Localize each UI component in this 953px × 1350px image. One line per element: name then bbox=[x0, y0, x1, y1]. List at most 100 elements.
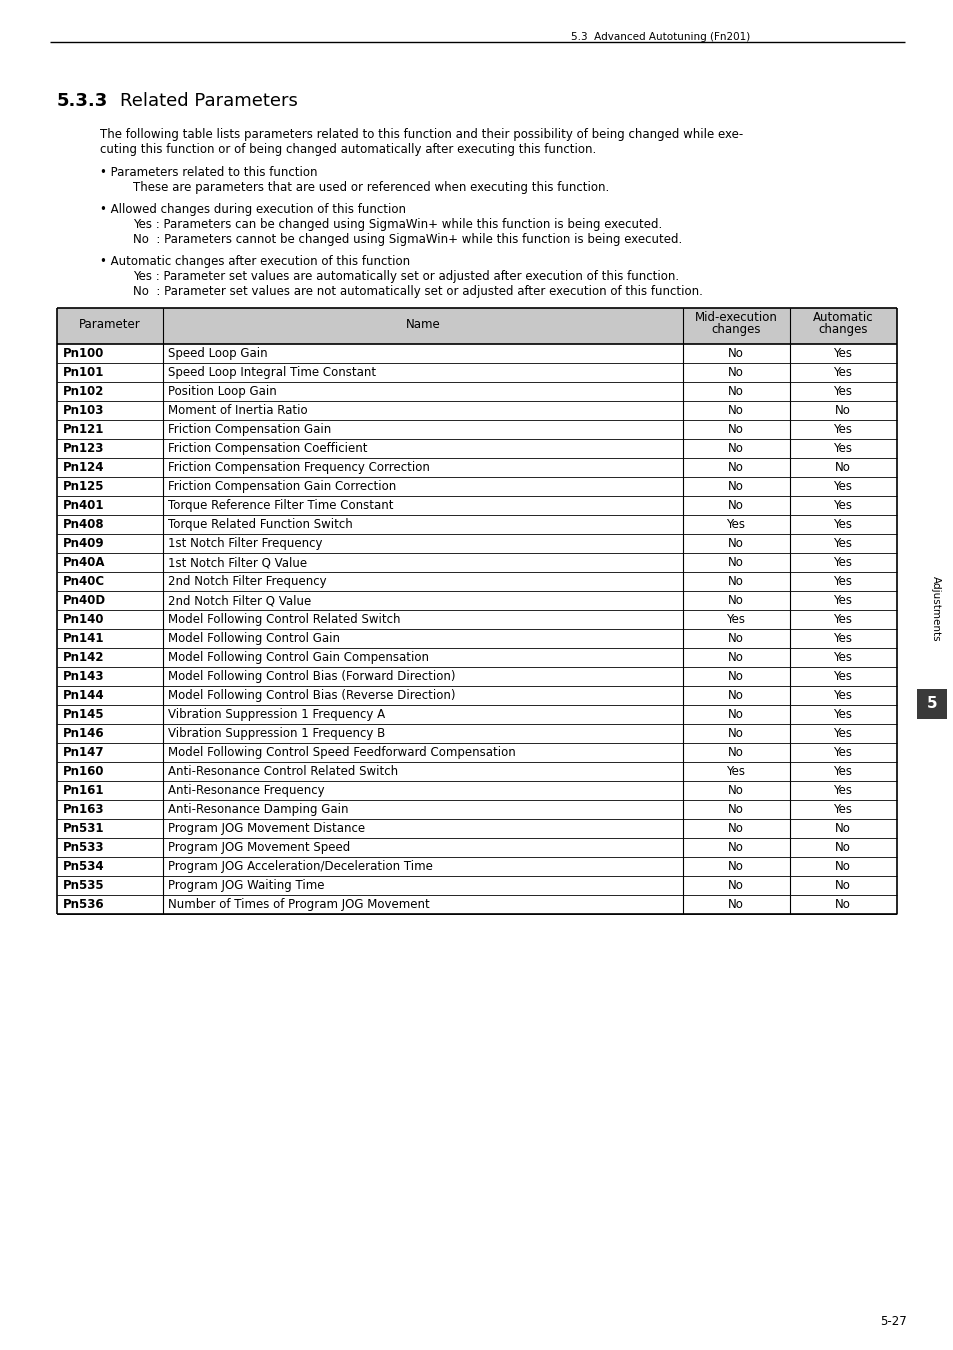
Text: No: No bbox=[727, 481, 743, 493]
Text: Yes: Yes bbox=[833, 651, 852, 664]
Text: No: No bbox=[834, 841, 850, 855]
Text: Pn101: Pn101 bbox=[63, 366, 104, 379]
Text: 1st Notch Filter Q Value: 1st Notch Filter Q Value bbox=[168, 556, 307, 568]
Text: Pn534: Pn534 bbox=[63, 860, 105, 873]
Text: Pn160: Pn160 bbox=[63, 765, 105, 778]
Text: Torque Related Function Switch: Torque Related Function Switch bbox=[168, 518, 353, 531]
Text: • Parameters related to this function: • Parameters related to this function bbox=[100, 166, 317, 180]
Text: Yes : Parameters can be changed using SigmaWin+ while this function is being exe: Yes : Parameters can be changed using Si… bbox=[132, 217, 661, 231]
Text: No: No bbox=[727, 879, 743, 892]
Text: Related Parameters: Related Parameters bbox=[120, 92, 297, 109]
Text: Yes: Yes bbox=[833, 385, 852, 398]
Text: No: No bbox=[834, 822, 850, 836]
Text: No: No bbox=[727, 385, 743, 398]
Text: Yes: Yes bbox=[833, 707, 852, 721]
Text: 5.3  Advanced Autotuning (Fn201): 5.3 Advanced Autotuning (Fn201) bbox=[570, 32, 749, 42]
Text: Yes: Yes bbox=[833, 518, 852, 531]
Text: Pn40D: Pn40D bbox=[63, 594, 106, 608]
Text: Pn141: Pn141 bbox=[63, 632, 105, 645]
Text: Pn140: Pn140 bbox=[63, 613, 105, 626]
Text: No  : Parameter set values are not automatically set or adjusted after execution: No : Parameter set values are not automa… bbox=[132, 285, 702, 298]
Text: changes: changes bbox=[818, 323, 867, 336]
Text: Parameter: Parameter bbox=[79, 319, 141, 331]
Text: No: No bbox=[727, 670, 743, 683]
Text: Yes: Yes bbox=[833, 575, 852, 589]
Text: No: No bbox=[834, 879, 850, 892]
Text: No: No bbox=[727, 651, 743, 664]
Text: No: No bbox=[834, 404, 850, 417]
Text: Friction Compensation Gain: Friction Compensation Gain bbox=[168, 423, 331, 436]
Text: No: No bbox=[727, 366, 743, 379]
Text: changes: changes bbox=[711, 323, 760, 336]
Text: Pn142: Pn142 bbox=[63, 651, 105, 664]
Text: • Automatic changes after execution of this function: • Automatic changes after execution of t… bbox=[100, 255, 410, 269]
Text: Pn401: Pn401 bbox=[63, 500, 105, 512]
Text: Yes: Yes bbox=[833, 670, 852, 683]
Text: cuting this function or of being changed automatically after executing this func: cuting this function or of being changed… bbox=[100, 143, 596, 157]
Text: No: No bbox=[727, 803, 743, 815]
Text: No: No bbox=[727, 537, 743, 549]
Text: Number of Times of Program JOG Movement: Number of Times of Program JOG Movement bbox=[168, 898, 429, 911]
Text: Moment of Inertia Ratio: Moment of Inertia Ratio bbox=[168, 404, 307, 417]
Text: Speed Loop Gain: Speed Loop Gain bbox=[168, 347, 268, 360]
Text: Yes: Yes bbox=[833, 803, 852, 815]
Text: Pn123: Pn123 bbox=[63, 441, 104, 455]
Text: Yes: Yes bbox=[833, 423, 852, 436]
Text: Torque Reference Filter Time Constant: Torque Reference Filter Time Constant bbox=[168, 500, 393, 512]
Text: No: No bbox=[727, 404, 743, 417]
Text: Pn145: Pn145 bbox=[63, 707, 105, 721]
Text: Pn163: Pn163 bbox=[63, 803, 105, 815]
Text: Automatic: Automatic bbox=[812, 310, 872, 324]
Text: No: No bbox=[727, 707, 743, 721]
Text: Friction Compensation Coefficient: Friction Compensation Coefficient bbox=[168, 441, 367, 455]
Text: Speed Loop Integral Time Constant: Speed Loop Integral Time Constant bbox=[168, 366, 375, 379]
Text: Pn409: Pn409 bbox=[63, 537, 105, 549]
Text: 5.3.3: 5.3.3 bbox=[57, 92, 108, 109]
Text: Pn102: Pn102 bbox=[63, 385, 104, 398]
Text: Model Following Control Gain Compensation: Model Following Control Gain Compensatio… bbox=[168, 651, 429, 664]
Text: Pn124: Pn124 bbox=[63, 460, 105, 474]
Text: Yes: Yes bbox=[833, 613, 852, 626]
Text: Anti-Resonance Frequency: Anti-Resonance Frequency bbox=[168, 784, 324, 796]
Text: No: No bbox=[727, 822, 743, 836]
Text: No: No bbox=[727, 575, 743, 589]
Text: Yes: Yes bbox=[726, 518, 744, 531]
Text: Model Following Control Related Switch: Model Following Control Related Switch bbox=[168, 613, 400, 626]
Text: 5: 5 bbox=[925, 697, 937, 711]
Text: Vibration Suppression 1 Frequency A: Vibration Suppression 1 Frequency A bbox=[168, 707, 385, 721]
Text: Model Following Control Bias (Reverse Direction): Model Following Control Bias (Reverse Di… bbox=[168, 688, 455, 702]
Text: Pn103: Pn103 bbox=[63, 404, 104, 417]
Text: Yes: Yes bbox=[833, 784, 852, 796]
Text: Pn533: Pn533 bbox=[63, 841, 105, 855]
Text: No: No bbox=[727, 347, 743, 360]
Text: Yes: Yes bbox=[833, 347, 852, 360]
Text: Pn161: Pn161 bbox=[63, 784, 105, 796]
Text: Pn408: Pn408 bbox=[63, 518, 105, 531]
Text: Friction Compensation Frequency Correction: Friction Compensation Frequency Correcti… bbox=[168, 460, 430, 474]
Text: Pn146: Pn146 bbox=[63, 728, 105, 740]
Text: Vibration Suppression 1 Frequency B: Vibration Suppression 1 Frequency B bbox=[168, 728, 385, 740]
Text: No: No bbox=[727, 441, 743, 455]
Text: Yes: Yes bbox=[833, 728, 852, 740]
Text: 1st Notch Filter Frequency: 1st Notch Filter Frequency bbox=[168, 537, 322, 549]
Text: Yes: Yes bbox=[833, 765, 852, 778]
Text: Yes: Yes bbox=[833, 537, 852, 549]
Text: Pn143: Pn143 bbox=[63, 670, 105, 683]
Text: Yes: Yes bbox=[833, 481, 852, 493]
Text: Program JOG Movement Speed: Program JOG Movement Speed bbox=[168, 841, 350, 855]
Text: No: No bbox=[727, 728, 743, 740]
Text: No: No bbox=[727, 841, 743, 855]
Text: Pn144: Pn144 bbox=[63, 688, 105, 702]
Text: Pn100: Pn100 bbox=[63, 347, 104, 360]
Text: Pn40C: Pn40C bbox=[63, 575, 105, 589]
Text: No: No bbox=[834, 898, 850, 911]
Text: The following table lists parameters related to this function and their possibil: The following table lists parameters rel… bbox=[100, 128, 742, 140]
Text: No: No bbox=[727, 556, 743, 568]
Text: Mid-execution: Mid-execution bbox=[694, 310, 777, 324]
Text: No: No bbox=[727, 500, 743, 512]
Text: Yes: Yes bbox=[833, 688, 852, 702]
Text: No: No bbox=[727, 747, 743, 759]
Text: 2nd Notch Filter Frequency: 2nd Notch Filter Frequency bbox=[168, 575, 326, 589]
Text: Yes: Yes bbox=[833, 747, 852, 759]
Text: No: No bbox=[727, 423, 743, 436]
